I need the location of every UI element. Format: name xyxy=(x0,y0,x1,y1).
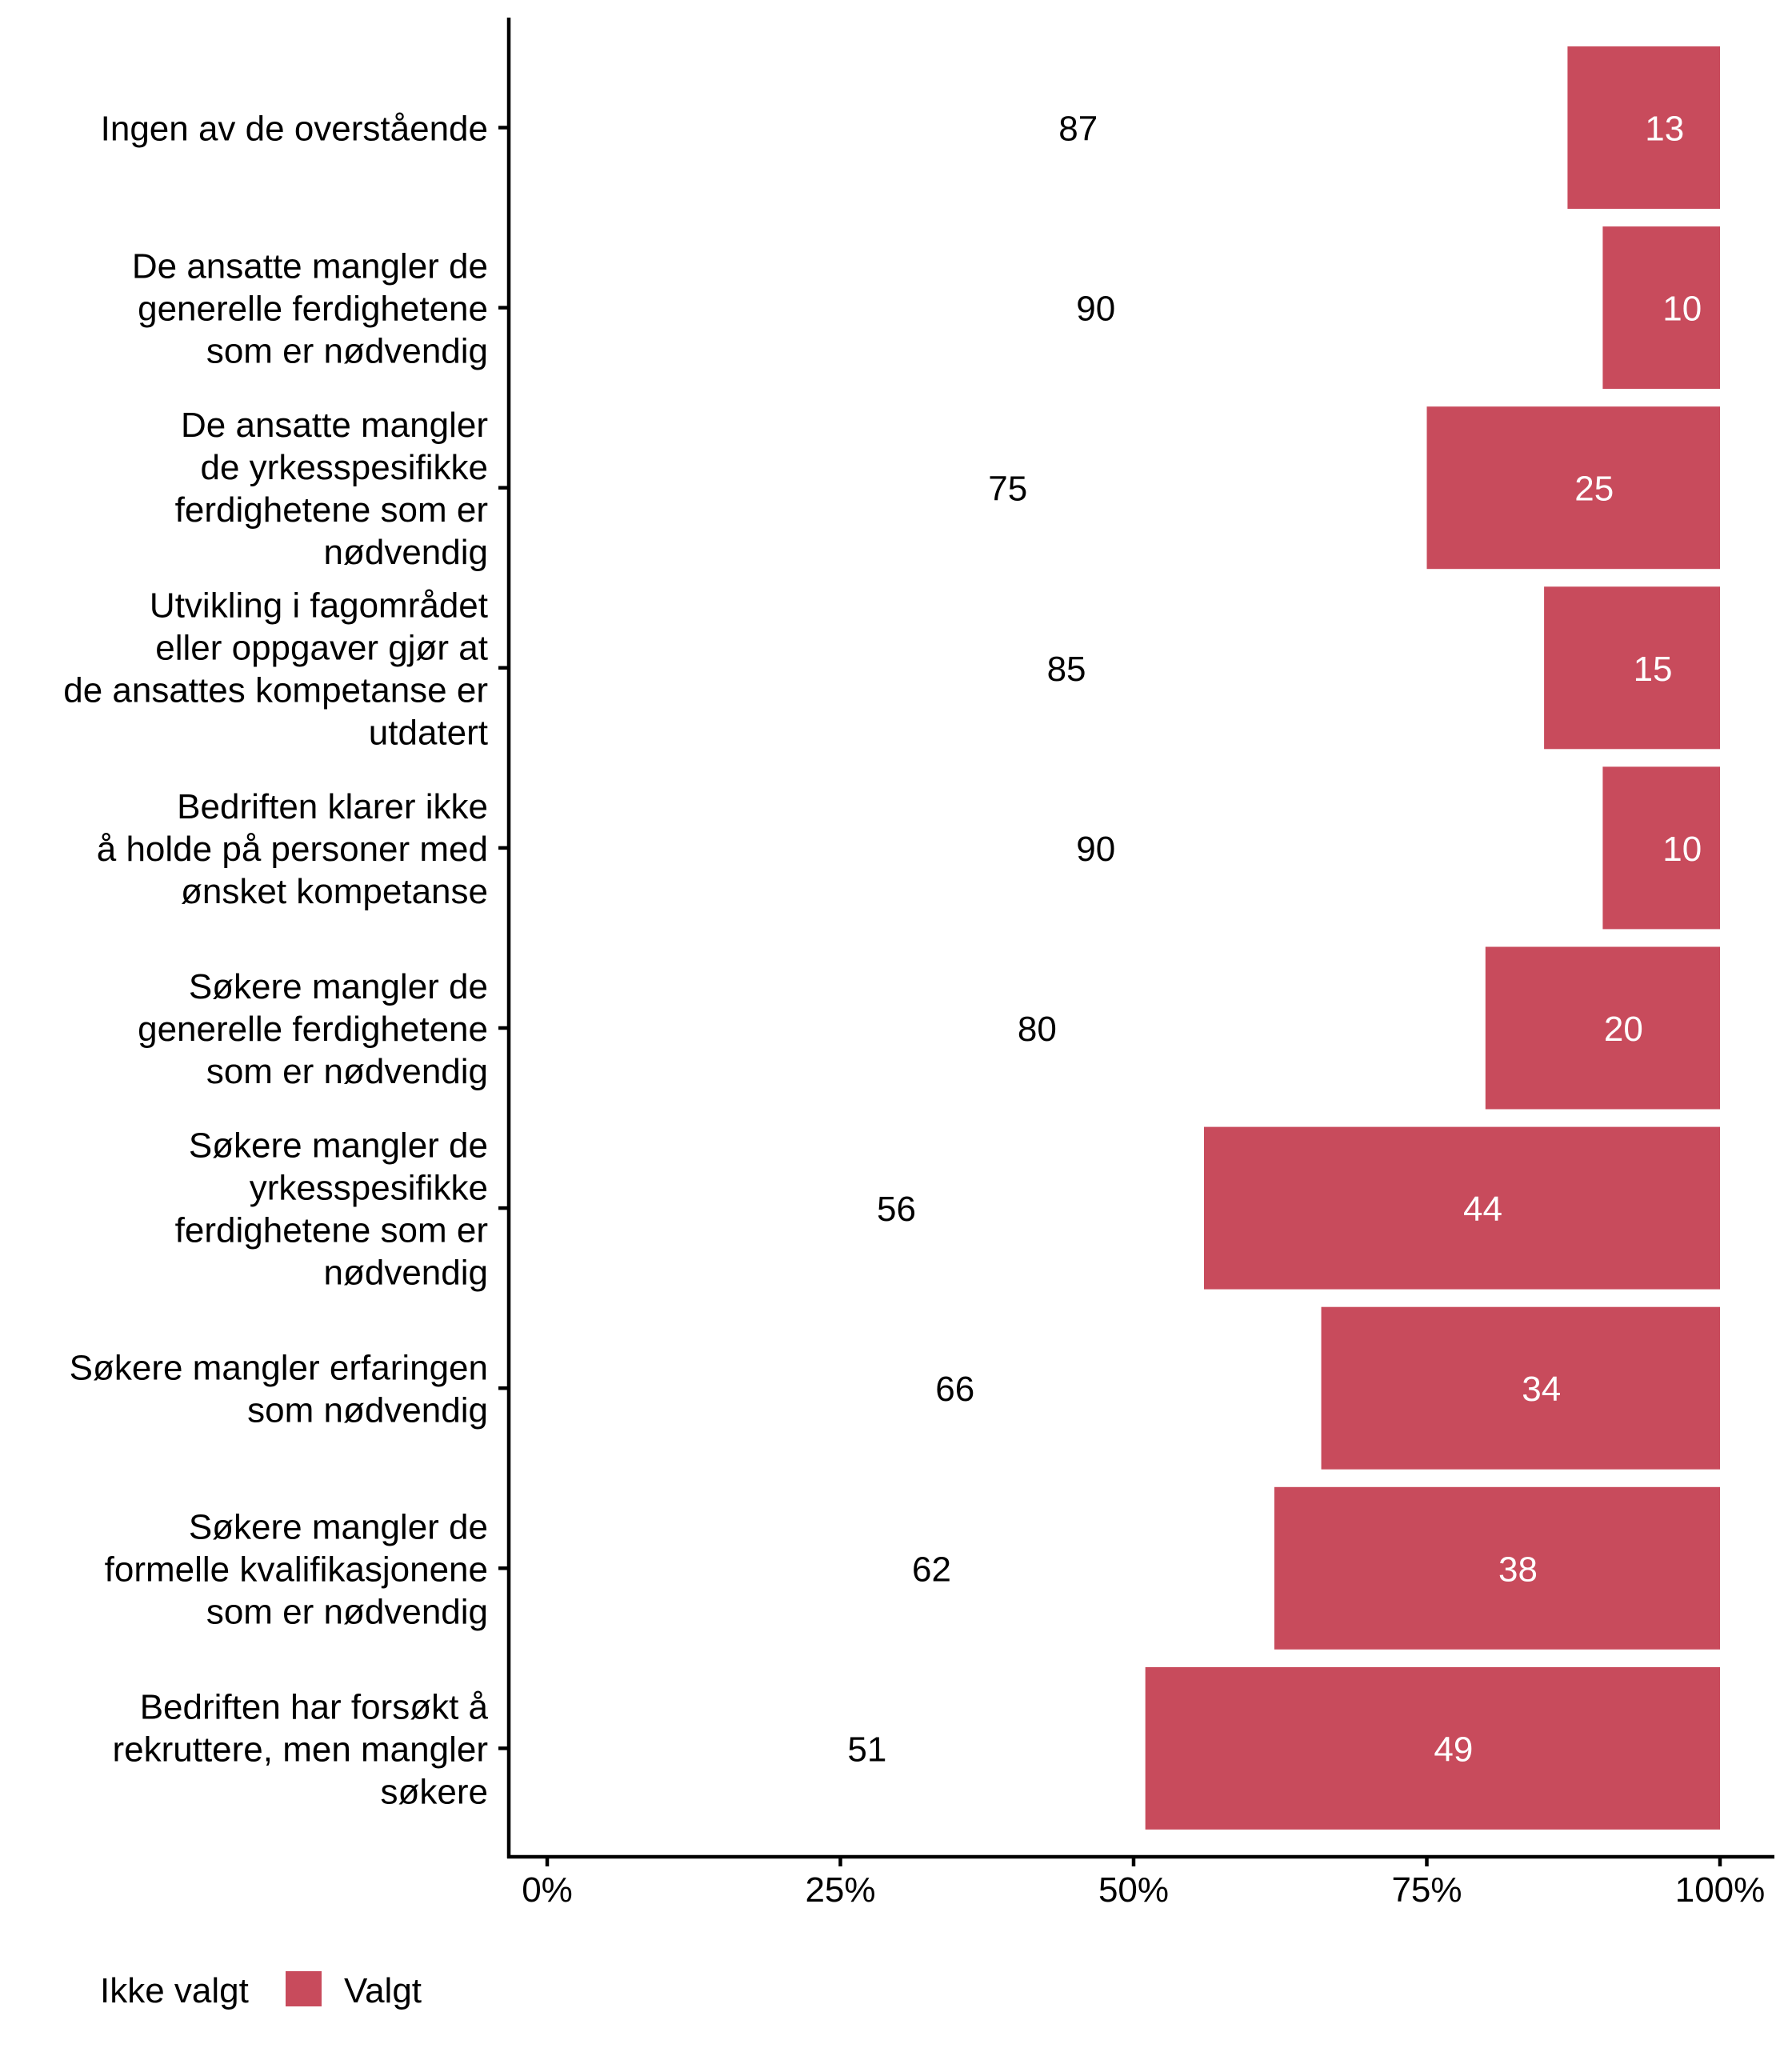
category-label-line: generelle ferdighetene xyxy=(138,1010,488,1049)
bar-segment-valgt xyxy=(1485,946,1720,1110)
value-label: 34 xyxy=(1522,1370,1561,1409)
bar-segment-ikke-valgt xyxy=(547,1487,1274,1650)
legend-label-valgt: Valgt xyxy=(344,1971,422,2010)
category-label-line: De ansatte mangler xyxy=(181,406,488,445)
category-label-line: rekruttere, men mangler xyxy=(112,1730,488,1769)
x-tick-label: 0% xyxy=(522,1870,573,1910)
value-label: 49 xyxy=(1434,1730,1473,1769)
category-label-line: eller oppgaver gjør at xyxy=(155,628,488,667)
category-label-line: de yrkesspesifikke xyxy=(201,448,488,487)
value-labels-layer: 87 13 90 10 75 25 85 15 90 10 80 20 56 44 66 34 62 38 51 49 xyxy=(847,110,1702,1770)
category-label-line: Søkere mangler de xyxy=(189,1507,488,1546)
category-label: De ansatte mangler de generelle ferdighet… xyxy=(132,247,488,371)
legend-label-ikke-valgt: Ikke valgt xyxy=(100,1971,249,2010)
bar-segment-valgt xyxy=(1145,1666,1720,1830)
value-label: 51 xyxy=(847,1730,886,1769)
category-label-line: Ingen av de overstående xyxy=(101,110,488,149)
category-label-line: yrkesspesifikke xyxy=(250,1169,488,1208)
bar-segment-valgt xyxy=(1602,766,1720,930)
bar-segment-valgt xyxy=(1274,1486,1720,1650)
bar-segment-valgt xyxy=(1567,46,1720,209)
x-axis: 0% 25% 50% 75% 100% xyxy=(507,1854,1774,1910)
value-label: 87 xyxy=(1058,110,1098,149)
category-label-line: ferdighetene som er xyxy=(175,490,488,530)
category-label-line: ferdighetene som er xyxy=(175,1211,488,1250)
value-label: 85 xyxy=(1047,650,1086,689)
category-label: Bedriften har forsøkt å rekruttere, men m… xyxy=(112,1687,488,1811)
category-label-line: De ansatte mangler de xyxy=(132,247,488,286)
value-label: 80 xyxy=(1018,1010,1057,1049)
bar-segment-ikke-valgt xyxy=(547,46,1567,209)
category-label: Søkere mangler de formelle kvalifikasjone… xyxy=(105,1507,488,1631)
value-label: 90 xyxy=(1076,290,1115,329)
category-label-line: som er nødvendig xyxy=(206,1052,488,1091)
category-label-line: som er nødvendig xyxy=(206,1592,488,1631)
category-label-line: formelle kvalifikasjonene xyxy=(105,1550,488,1589)
category-label-line: å holde på personer med xyxy=(97,830,488,869)
category-label: Utvikling i fagområdet eller oppgaver gjø… xyxy=(63,586,488,752)
bar-segment-ikke-valgt xyxy=(547,406,1427,569)
value-label: 66 xyxy=(935,1370,974,1409)
bar-segment-valgt xyxy=(1544,586,1720,750)
category-label-line: Søkere mangler de xyxy=(189,967,488,1006)
bar-segment-ikke-valgt xyxy=(547,226,1602,389)
bar-segment-ikke-valgt xyxy=(547,1307,1322,1470)
value-label: 44 xyxy=(1463,1190,1502,1229)
bar-segment-valgt xyxy=(1321,1306,1720,1470)
category-label-line: generelle ferdighetene xyxy=(138,290,488,329)
category-label-line: Bedriften har forsøkt å xyxy=(140,1687,489,1726)
value-label: 25 xyxy=(1574,470,1614,509)
category-label: Søkere mangler erfaringen som nødvendig xyxy=(70,1349,488,1430)
value-label: 75 xyxy=(988,470,1027,509)
category-label-line: som er nødvendig xyxy=(206,332,488,371)
x-tick-label: 100% xyxy=(1675,1870,1766,1910)
bar-segment-valgt xyxy=(1203,1126,1720,1290)
value-label: 62 xyxy=(912,1550,951,1589)
category-label-line: Søkere mangler de xyxy=(189,1126,488,1166)
category-label-line: de ansattes kompetanse er xyxy=(63,670,488,710)
category-label-line: som nødvendig xyxy=(247,1391,488,1430)
value-label: 38 xyxy=(1498,1550,1538,1589)
bar-segment-ikke-valgt xyxy=(547,1127,1204,1290)
y-axis: Ingen av de overstående De ansatte mangle… xyxy=(63,18,511,1858)
category-label-line: nødvendig xyxy=(324,533,488,572)
category-label: Søkere mangler de yrkesspesifikke ferdighe… xyxy=(175,1126,488,1293)
value-label: 56 xyxy=(877,1190,916,1229)
legend: Ikke valgt Valgt xyxy=(100,1971,422,2010)
bar-segment-ikke-valgt xyxy=(547,766,1602,929)
category-label: Ingen av de overstående xyxy=(101,110,488,149)
category-label: Bedriften klarer ikke å holde på personer… xyxy=(97,787,488,911)
x-tick-label: 50% xyxy=(1098,1870,1169,1910)
legend-key-valgt xyxy=(286,1971,322,2006)
value-label: 15 xyxy=(1634,650,1673,689)
category-label-line: utdatert xyxy=(369,713,488,752)
category-label-line: Bedriften klarer ikke xyxy=(177,787,488,826)
bar-segment-valgt xyxy=(1426,406,1720,570)
value-label: 10 xyxy=(1662,290,1702,329)
category-label-line: nødvendig xyxy=(324,1254,488,1293)
value-label: 20 xyxy=(1604,1010,1643,1049)
value-label: 13 xyxy=(1645,110,1684,149)
bar-segment-ikke-valgt xyxy=(547,1667,1146,1830)
category-label-line: Søkere mangler erfaringen xyxy=(70,1349,488,1388)
category-label-line: Utvikling i fagområdet xyxy=(150,586,488,625)
bar-segment-valgt xyxy=(1602,226,1720,390)
bars-layer xyxy=(547,46,1720,1830)
value-label: 90 xyxy=(1076,830,1115,869)
x-tick-label: 25% xyxy=(805,1870,875,1910)
bar-segment-ikke-valgt xyxy=(547,586,1544,749)
category-label-line: ønsket kompetanse xyxy=(181,872,488,911)
bar-segment-ikke-valgt xyxy=(547,947,1486,1110)
category-label: De ansatte mangler de yrkesspesifikke ferd… xyxy=(175,406,488,572)
x-tick-label: 75% xyxy=(1391,1870,1462,1910)
value-label: 10 xyxy=(1662,830,1702,869)
category-label: Søkere mangler de generelle ferdighetene s… xyxy=(138,967,488,1091)
category-label-line: søkere xyxy=(381,1772,488,1811)
